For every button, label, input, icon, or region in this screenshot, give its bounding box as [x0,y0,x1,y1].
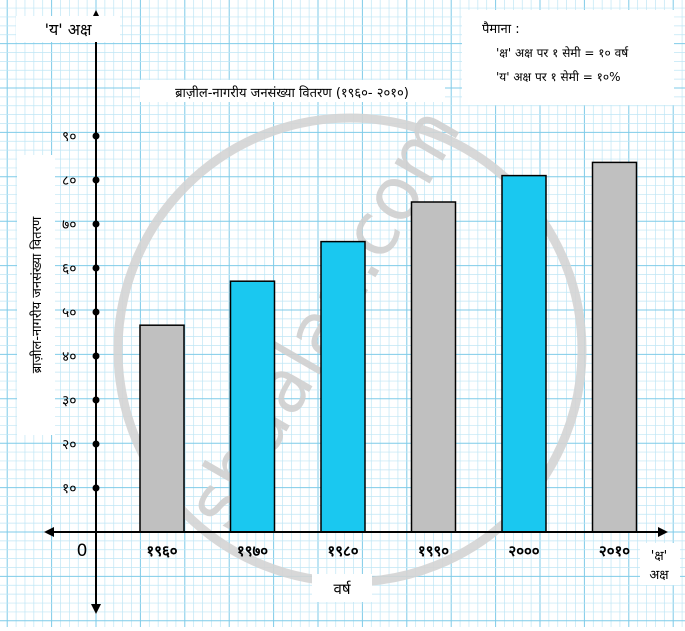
bar-6 [591,161,638,533]
y-tick-dot [92,264,100,272]
y-tick-dot [92,396,100,404]
y-tick-label: ७० [62,217,77,233]
bar-3 [320,240,366,533]
x-axis-label: वर्ष [333,580,351,598]
scale-box [462,10,674,105]
x-tick-labels: १९६० १९७० १९८० १९९० २००० २०१० [146,542,630,560]
y-tick-label: ५० [62,305,77,321]
chart-title: ब्राज़ील-नागरीय जनसंख्या वितरण (१९६०- २०… [175,85,409,101]
y-tick-dot [92,176,100,184]
y-tick-dot [92,220,100,228]
y-tick-label: ४० [62,349,77,365]
bar-1 [139,324,185,533]
x-axis-label-background [312,574,372,602]
y-tick-dot [92,440,100,448]
bars-layer [139,161,638,533]
x-tick-label: १९९० [418,542,449,560]
x-tick-label: २००० [508,542,539,560]
y-tick-label: ६० [62,261,77,277]
y-axis-label: ब्राज़ील-नागरीय जनसंख्या वितरण [29,216,45,373]
y-tick-label: ९० [62,129,77,145]
bar-5 [501,174,547,533]
y-tick-label: ८० [62,173,77,189]
bar-2 [229,280,276,533]
y-tick-dot [92,484,100,492]
scale-heading: पैमाना : [482,21,520,37]
origin-label: 0 [77,541,88,561]
y-tick-labels: १० २० ३० ४० ५० ६० ७० ८० ९० [62,129,100,497]
y-axis-arrow-down [91,604,101,614]
x-axis-name-line1: 'क्ष' [651,549,667,564]
x-axis-name-background [640,543,680,585]
y-tick-label: २० [62,437,77,453]
y-tick-dot [92,132,100,140]
y-axis-name-background [16,16,120,42]
x-tick-label: १९८० [327,542,358,560]
y-tick-dot [92,308,100,316]
x-tick-label: २०१० [599,542,630,560]
scale-y: 'य' अक्ष पर १ सेमी = १०% [496,70,621,84]
y-tick-label: ३० [62,393,77,409]
y-tick-dot [92,352,100,360]
x-axis-name-line2: अक्ष [649,568,669,583]
scale-x: 'क्ष' अक्ष पर १ सेमी = १० वर्ष [496,46,629,60]
x-axis-arrow-right [658,527,668,537]
x-tick-label: १९६० [146,542,177,560]
y-axis-name: 'य' अक्ष [45,20,92,39]
bar-4 [410,201,457,533]
x-axis-arrow-left [44,527,54,537]
y-axis-label-background [17,155,55,435]
y-tick-label: १० [62,481,77,497]
title-background [140,80,445,102]
x-tick-label: १९७० [237,542,268,560]
